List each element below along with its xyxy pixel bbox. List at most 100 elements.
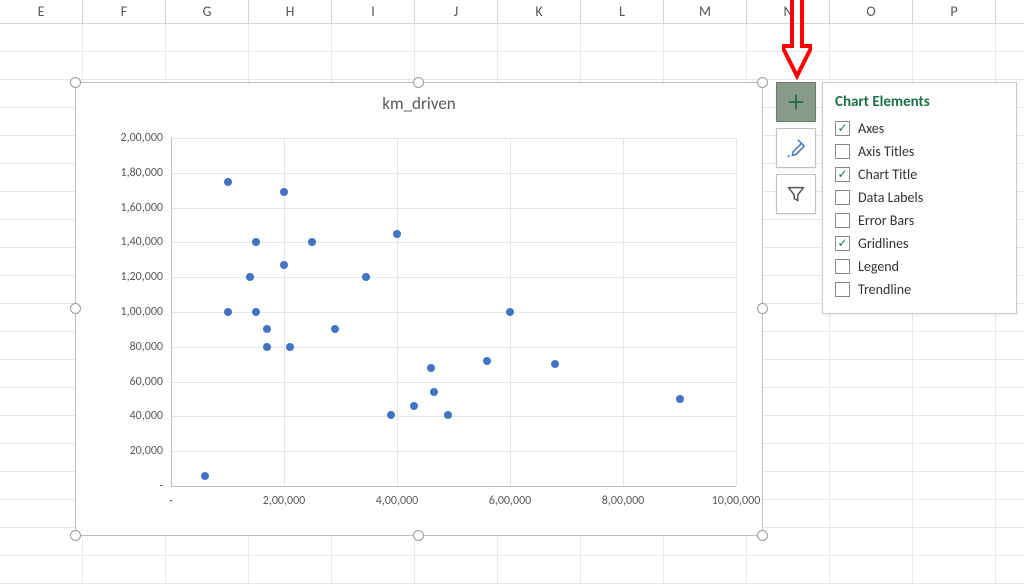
grid-cell[interactable] <box>0 136 83 163</box>
grid-cell[interactable] <box>913 416 996 443</box>
grid-cell[interactable] <box>581 24 664 51</box>
grid-cell[interactable] <box>0 248 83 275</box>
grid-cell[interactable] <box>664 556 747 583</box>
column-header[interactable]: G <box>166 0 249 23</box>
grid-cell[interactable] <box>913 444 996 471</box>
grid-cell[interactable] <box>415 52 498 79</box>
data-point[interactable] <box>331 325 339 333</box>
plot-area[interactable]: -20,00040,00060,00080,0001,00,0001,20,00… <box>171 138 736 486</box>
flyout-item[interactable]: Chart Title <box>835 163 1004 186</box>
grid-cell[interactable] <box>166 24 249 51</box>
data-point[interactable] <box>246 273 254 281</box>
grid-cell[interactable] <box>0 52 83 79</box>
data-point[interactable] <box>506 308 514 316</box>
checkbox[interactable] <box>835 259 850 274</box>
data-point[interactable] <box>286 343 294 351</box>
grid-cell[interactable] <box>332 556 415 583</box>
data-point[interactable] <box>252 308 260 316</box>
grid-cell[interactable] <box>332 24 415 51</box>
grid-cell[interactable] <box>415 556 498 583</box>
flyout-item[interactable]: Legend <box>835 255 1004 278</box>
grid-cell[interactable] <box>830 332 913 359</box>
grid-cell[interactable] <box>166 556 249 583</box>
grid-cell[interactable] <box>830 528 913 555</box>
column-header[interactable]: K <box>498 0 581 23</box>
grid-cell[interactable] <box>996 52 1024 79</box>
data-point[interactable] <box>444 411 452 419</box>
column-header[interactable]: F <box>83 0 166 23</box>
grid-cell[interactable] <box>830 556 913 583</box>
data-point[interactable] <box>224 178 232 186</box>
flyout-item[interactable]: Gridlines <box>835 232 1004 255</box>
data-point[interactable] <box>430 388 438 396</box>
grid-cell[interactable] <box>996 416 1024 443</box>
chart-styles-button[interactable] <box>776 128 816 168</box>
data-point[interactable] <box>263 343 271 351</box>
chart-object[interactable]: km_driven -20,00040,00060,00080,0001,00,… <box>75 82 763 536</box>
grid-cell[interactable] <box>0 164 83 191</box>
grid-cell[interactable] <box>83 556 166 583</box>
grid-cell[interactable] <box>913 556 996 583</box>
column-header[interactable]: P <box>913 0 996 23</box>
grid-cell[interactable] <box>913 500 996 527</box>
grid-cell[interactable] <box>249 24 332 51</box>
resize-handle-mid-left[interactable] <box>70 303 81 314</box>
chart-elements-button[interactable] <box>776 82 816 122</box>
resize-handle-top-right[interactable] <box>757 77 768 88</box>
checkbox[interactable] <box>835 282 850 297</box>
grid-cell[interactable] <box>830 500 913 527</box>
grid-cell[interactable] <box>498 556 581 583</box>
data-point[interactable] <box>410 402 418 410</box>
flyout-item[interactable]: Axes <box>835 117 1004 140</box>
column-header[interactable]: H <box>249 0 332 23</box>
flyout-item[interactable]: Trendline <box>835 278 1004 301</box>
data-point[interactable] <box>252 238 260 246</box>
grid-cell[interactable] <box>0 276 83 303</box>
data-point[interactable] <box>551 360 559 368</box>
flyout-item[interactable]: Axis Titles <box>835 140 1004 163</box>
grid-cell[interactable] <box>581 556 664 583</box>
grid-cell[interactable] <box>996 332 1024 359</box>
checkbox[interactable] <box>835 213 850 228</box>
grid-cell[interactable] <box>0 108 83 135</box>
flyout-item[interactable]: Error Bars <box>835 209 1004 232</box>
grid-cell[interactable] <box>747 556 830 583</box>
grid-cell[interactable] <box>996 360 1024 387</box>
grid-cell[interactable] <box>996 528 1024 555</box>
grid-cell[interactable] <box>830 24 913 51</box>
column-header[interactable]: L <box>581 0 664 23</box>
checkbox[interactable] <box>835 167 850 182</box>
data-point[interactable] <box>308 238 316 246</box>
checkbox[interactable] <box>835 190 850 205</box>
grid-cell[interactable] <box>664 52 747 79</box>
grid-cell[interactable] <box>996 472 1024 499</box>
column-header[interactable]: I <box>332 0 415 23</box>
checkbox[interactable] <box>835 236 850 251</box>
grid-cell[interactable] <box>996 500 1024 527</box>
column-header[interactable]: M <box>664 0 747 23</box>
grid-cell[interactable] <box>0 332 83 359</box>
resize-handle-mid-right[interactable] <box>757 303 768 314</box>
grid-cell[interactable] <box>0 192 83 219</box>
column-header[interactable]: E <box>0 0 83 23</box>
grid-cell[interactable] <box>913 528 996 555</box>
grid-cell[interactable] <box>830 360 913 387</box>
data-point[interactable] <box>263 325 271 333</box>
resize-handle-bottom-mid[interactable] <box>413 530 424 541</box>
grid-cell[interactable] <box>332 52 415 79</box>
grid-cell[interactable] <box>249 556 332 583</box>
grid-cell[interactable] <box>0 388 83 415</box>
grid-cell[interactable] <box>996 444 1024 471</box>
resize-handle-bottom-right[interactable] <box>757 530 768 541</box>
data-point[interactable] <box>280 188 288 196</box>
grid-cell[interactable] <box>498 24 581 51</box>
data-point[interactable] <box>393 230 401 238</box>
grid-cell[interactable] <box>83 24 166 51</box>
column-header[interactable]: N <box>747 0 830 23</box>
data-point[interactable] <box>201 472 209 480</box>
grid-cell[interactable] <box>498 52 581 79</box>
grid-cell[interactable] <box>581 52 664 79</box>
grid-cell[interactable] <box>913 388 996 415</box>
chart-elements-flyout[interactable]: Chart Elements AxesAxis TitlesChart Titl… <box>822 82 1017 314</box>
grid-cell[interactable] <box>830 52 913 79</box>
